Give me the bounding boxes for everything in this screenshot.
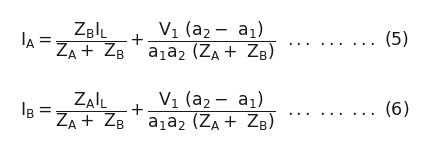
Text: $\mathsf{I_B = \dfrac{Z_A I_L}{Z_A + \ Z_B} + \dfrac{V_1 \ (a_2 - \ a_1)}{a_1 a_: $\mathsf{I_B = \dfrac{Z_A I_L}{Z_A + \ Z… <box>21 89 409 133</box>
Text: $\mathsf{I_A = \dfrac{Z_B I_L}{Z_A + \ Z_B} + \dfrac{V_1 \ (a_2 - \ a_1)}{a_1 a_: $\mathsf{I_A = \dfrac{Z_B I_L}{Z_A + \ Z… <box>21 19 409 63</box>
